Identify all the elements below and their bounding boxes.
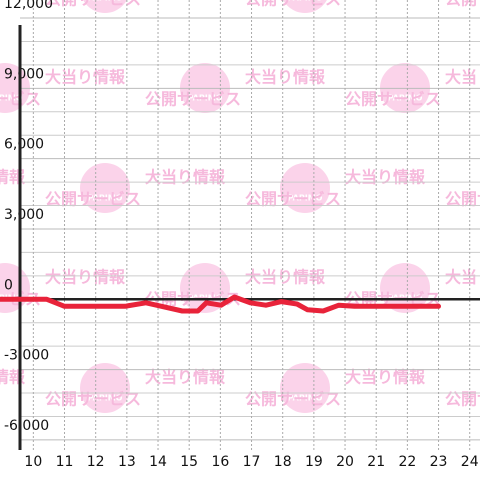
watermark-brand: PAPIMO [188, 294, 223, 303]
watermark-text: 大当り情報 [345, 168, 426, 187]
watermark-logo [283, 0, 327, 13]
x-tick-label: 23 [430, 454, 448, 470]
watermark-text: 大当り情報 [245, 268, 326, 287]
watermark-text: 大当り情報 [0, 368, 26, 387]
x-tick-label: 24 [461, 454, 479, 470]
watermark-brand: PAPIMO [88, 194, 123, 203]
x-tick-label: 18 [274, 454, 292, 470]
x-tick-label: 16 [211, 454, 229, 470]
watermark-text: 公開サービス [45, 390, 141, 409]
watermark-logo [280, 163, 330, 213]
watermark-text: 大当り情報 [445, 268, 480, 287]
watermark-logo [280, 363, 330, 413]
y-tick-label: 6,000 [4, 137, 44, 153]
watermark-text: 公開サービス [445, 190, 480, 209]
watermark-text: 大当り情報 [45, 268, 126, 287]
watermark-brand: PAPIMO [0, 94, 23, 103]
x-tick-label: 19 [305, 454, 323, 470]
watermark-brand: PAPIMO [288, 394, 323, 403]
watermark-text: 公開サービス [45, 0, 141, 9]
watermark-text: 大当り情報 [345, 368, 426, 387]
watermark-brand: PAPIMO [288, 0, 323, 3]
watermark: PAPIMO大当り情報公開サービスPAPIMO大当り情報公開サービスPAPIMO… [0, 0, 480, 413]
watermark-text: 公開サービス [245, 390, 341, 409]
y-tick-label: 9,000 [4, 66, 44, 82]
watermark-text: 公開サービス [145, 90, 241, 109]
watermark-text: 公開サービス [45, 190, 141, 209]
x-tick-label: 11 [56, 454, 74, 470]
y-tick-label: -3,000 [4, 348, 49, 364]
x-tick-label: 14 [149, 454, 167, 470]
y-tick-label: 0 [4, 277, 13, 293]
watermark-text: 大当り情報 [145, 368, 226, 387]
watermark-text: 大当り情報 [445, 68, 480, 87]
x-tick-label: 13 [118, 454, 136, 470]
watermark-brand: PAPIMO [388, 294, 423, 303]
x-tick-label: 10 [24, 454, 42, 470]
watermark-text: 公開サービス [345, 90, 441, 109]
watermark-brand: PAPIMO [88, 394, 123, 403]
x-tick-label: 20 [336, 454, 354, 470]
watermark-text: 大当り情報 [0, 168, 26, 187]
x-tick-label: 22 [398, 454, 416, 470]
watermark-text: 公開サービス [445, 390, 480, 409]
watermark-logo [83, 0, 127, 13]
watermark-text: 大当り情報 [45, 68, 126, 87]
watermark-brand: PAPIMO [388, 94, 423, 103]
watermark-text: 大当り情報 [145, 168, 226, 187]
watermark-text: 公開サービス [245, 190, 341, 209]
watermark-logo [80, 163, 130, 213]
x-tick-label: 15 [180, 454, 198, 470]
watermark-logo [0, 63, 30, 113]
y-tick-label: 12,000 [4, 0, 53, 12]
watermark-logo [80, 363, 130, 413]
x-tick-label: 21 [367, 454, 385, 470]
y-tick-label: -6,000 [4, 418, 49, 434]
watermark-text: 大当り情報 [245, 68, 326, 87]
x-tick-label: 17 [243, 454, 261, 470]
x-tick-label: 12 [87, 454, 105, 470]
y-tick-label: 3,000 [4, 207, 44, 223]
watermark-text: 公開サービス [245, 0, 341, 9]
watermark-brand: PAPIMO [288, 194, 323, 203]
line [0, 294, 441, 314]
watermark-brand: PAPIMO [188, 94, 223, 103]
watermark-brand: PAPIMO [88, 0, 123, 3]
watermark-text: 公開サービス [445, 0, 480, 9]
